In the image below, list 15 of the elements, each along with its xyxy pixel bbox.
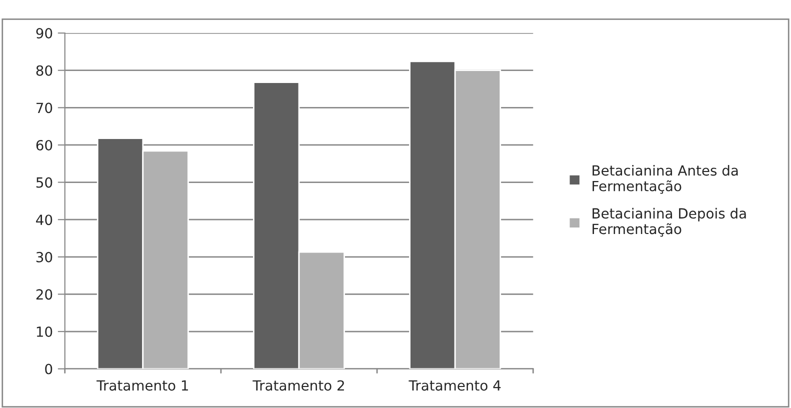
- y-tick-label: 40: [36, 214, 52, 226]
- y-tick-label: 0: [45, 364, 52, 374]
- y-tick-label: 50: [36, 177, 52, 188]
- y-tick-label: 80: [36, 65, 52, 76]
- y-tick-label: 10: [36, 326, 52, 337]
- x-tick-label: Tratamento 2: [252, 380, 344, 391]
- legend-label: Betacianina Depois da Fermentação: [592, 208, 746, 237]
- y-tick-label: 30: [36, 252, 52, 262]
- y-tick-label: 60: [36, 140, 52, 150]
- legend-label: Betacianina Antes da Fermentação: [592, 164, 738, 194]
- y-tick-label: 20: [36, 289, 52, 300]
- y-tick-label: 90: [36, 28, 52, 39]
- x-tick-label: Tratamento 4: [408, 380, 501, 391]
- y-tick-label: 70: [36, 102, 52, 114]
- x-tick-label: Tratamento 1: [96, 380, 188, 391]
